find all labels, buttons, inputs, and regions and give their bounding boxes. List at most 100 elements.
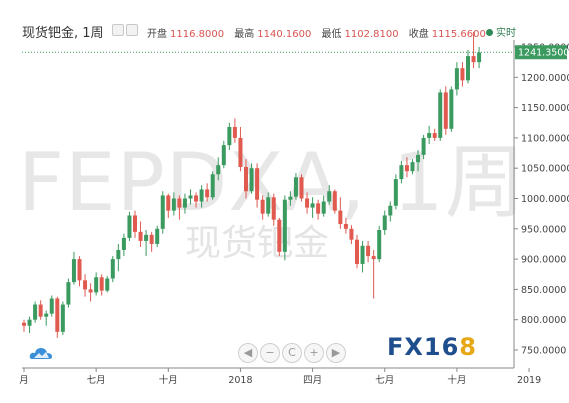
candle-body-26 bbox=[166, 195, 171, 211]
cloud-logo-icon bbox=[29, 348, 52, 359]
candle-body-52 bbox=[310, 203, 315, 208]
candle-body-77 bbox=[449, 89, 454, 129]
candle-body-14 bbox=[99, 277, 104, 291]
y-tick-label-4: 950.0000 bbox=[521, 224, 566, 235]
candle-body-56 bbox=[332, 191, 337, 211]
x-tick-label-3: 2018 bbox=[228, 375, 252, 386]
candle-body-69 bbox=[404, 165, 409, 172]
candle-body-46 bbox=[277, 219, 282, 252]
candle-body-29 bbox=[182, 198, 187, 208]
x-tick-label-1: 七月 bbox=[87, 375, 106, 386]
candle-body-5 bbox=[49, 298, 54, 314]
candle-body-30 bbox=[188, 195, 193, 199]
candle-body-57 bbox=[338, 210, 343, 224]
y-tick-label-9: 1200.0000 bbox=[521, 73, 569, 84]
candle-body-71 bbox=[416, 154, 421, 163]
last-price-label: 1241.3500 bbox=[518, 48, 569, 59]
y-tick-label-7: 1100.0000 bbox=[521, 133, 569, 144]
candle-body-15 bbox=[105, 278, 110, 291]
logo-text-main: FX16 bbox=[387, 333, 460, 361]
candle-body-39 bbox=[238, 137, 243, 167]
candle-body-82 bbox=[477, 52, 482, 63]
y-tick-label-5: 1000.0000 bbox=[521, 194, 569, 205]
y-tick-label-0: 750.0000 bbox=[521, 346, 566, 357]
chevron-right-icon[interactable]: ▶ bbox=[326, 343, 346, 363]
reset-icon[interactable]: C bbox=[282, 343, 302, 363]
candle-body-0 bbox=[22, 322, 26, 326]
chart-header: 现货钯金, 1周 开盘 1116.8000 最高 1140.1600 最低 1102.… bbox=[0, 20, 569, 41]
open-value: 1116.8000 bbox=[170, 29, 225, 40]
candle-body-25 bbox=[160, 195, 165, 229]
candle-body-58 bbox=[343, 223, 348, 229]
low-label: 最低 bbox=[321, 29, 342, 40]
open-label: 开盘 bbox=[147, 29, 167, 40]
candle-body-20 bbox=[133, 215, 137, 232]
candle-body-59 bbox=[349, 228, 354, 240]
candle-body-73 bbox=[427, 133, 432, 138]
candle-body-78 bbox=[454, 68, 459, 90]
candle-body-8 bbox=[66, 282, 71, 305]
candle-body-43 bbox=[260, 199, 265, 214]
x-tick-label-7: 2019 bbox=[517, 375, 541, 386]
realtime-indicator[interactable]: 实时 bbox=[486, 24, 516, 39]
candle-body-38 bbox=[232, 126, 237, 138]
candle-body-1 bbox=[27, 319, 32, 326]
logo-text-accent: 8 bbox=[459, 333, 477, 361]
high-value: 1140.1600 bbox=[257, 29, 312, 40]
candle-body-72 bbox=[421, 137, 426, 155]
candle-body-33 bbox=[205, 189, 210, 198]
candle-body-70 bbox=[410, 162, 415, 172]
close-value: 1115.6600 bbox=[431, 29, 486, 40]
compare-icon[interactable] bbox=[126, 24, 138, 36]
candle-body-76 bbox=[443, 92, 448, 129]
candle-body-64 bbox=[377, 230, 382, 260]
candle-body-79 bbox=[460, 68, 465, 81]
realtime-dot-icon bbox=[486, 29, 493, 36]
candle-body-37 bbox=[227, 126, 232, 146]
chart-title: 现货钯金, 1周 bbox=[22, 26, 104, 41]
candle-body-35 bbox=[216, 165, 221, 175]
fx168-logo: FX168 bbox=[387, 333, 477, 361]
watermark-name: 现货钯金 bbox=[185, 223, 330, 264]
candle-body-61 bbox=[360, 245, 365, 264]
candle-body-40 bbox=[244, 166, 248, 192]
candle-body-51 bbox=[305, 198, 310, 208]
candle-body-67 bbox=[393, 179, 398, 206]
candle-body-36 bbox=[221, 145, 226, 166]
candle-body-12 bbox=[88, 289, 93, 293]
candle-body-4 bbox=[44, 313, 49, 317]
candle-body-9 bbox=[71, 259, 76, 283]
y-tick-label-1: 800.0000 bbox=[521, 315, 566, 326]
candle-body-21 bbox=[138, 231, 143, 241]
candle-body-32 bbox=[199, 189, 204, 202]
candle-body-60 bbox=[355, 239, 359, 264]
y-tick-label-8: 1150.0000 bbox=[521, 103, 569, 114]
candle-body-31 bbox=[194, 195, 199, 202]
watermark-symbol: FEPDXA, 1周 bbox=[18, 136, 526, 229]
candle-body-45 bbox=[271, 197, 276, 220]
zoom-out-icon[interactable]: − bbox=[260, 343, 280, 363]
x-tick-label-6: 十月 bbox=[447, 374, 466, 386]
zoom-in-icon[interactable]: + bbox=[304, 343, 324, 363]
candle-body-11 bbox=[83, 280, 88, 290]
candle-body-65 bbox=[382, 215, 387, 231]
candle-body-62 bbox=[366, 245, 371, 257]
x-tick-label-0: 月 bbox=[19, 375, 29, 386]
candle-body-48 bbox=[288, 196, 293, 200]
candle-body-16 bbox=[110, 259, 115, 279]
candle-body-49 bbox=[293, 177, 298, 197]
settings-icon[interactable] bbox=[112, 24, 124, 36]
candle-body-6 bbox=[55, 298, 60, 332]
chevron-left-icon[interactable]: ◀ bbox=[238, 343, 258, 363]
realtime-label: 实时 bbox=[496, 28, 516, 39]
candle-body-41 bbox=[249, 168, 254, 192]
candle-body-74 bbox=[432, 133, 437, 138]
candle-body-13 bbox=[94, 277, 99, 293]
ohlc-readout: 开盘 1116.8000 最高 1140.1600 最低 1102.8100 收盘 11… bbox=[147, 25, 493, 40]
candle-body-28 bbox=[177, 198, 182, 208]
candle-body-18 bbox=[121, 237, 126, 251]
x-tick-label-2: 十月 bbox=[159, 374, 178, 386]
y-tick-label-6: 1050.0000 bbox=[521, 164, 569, 175]
